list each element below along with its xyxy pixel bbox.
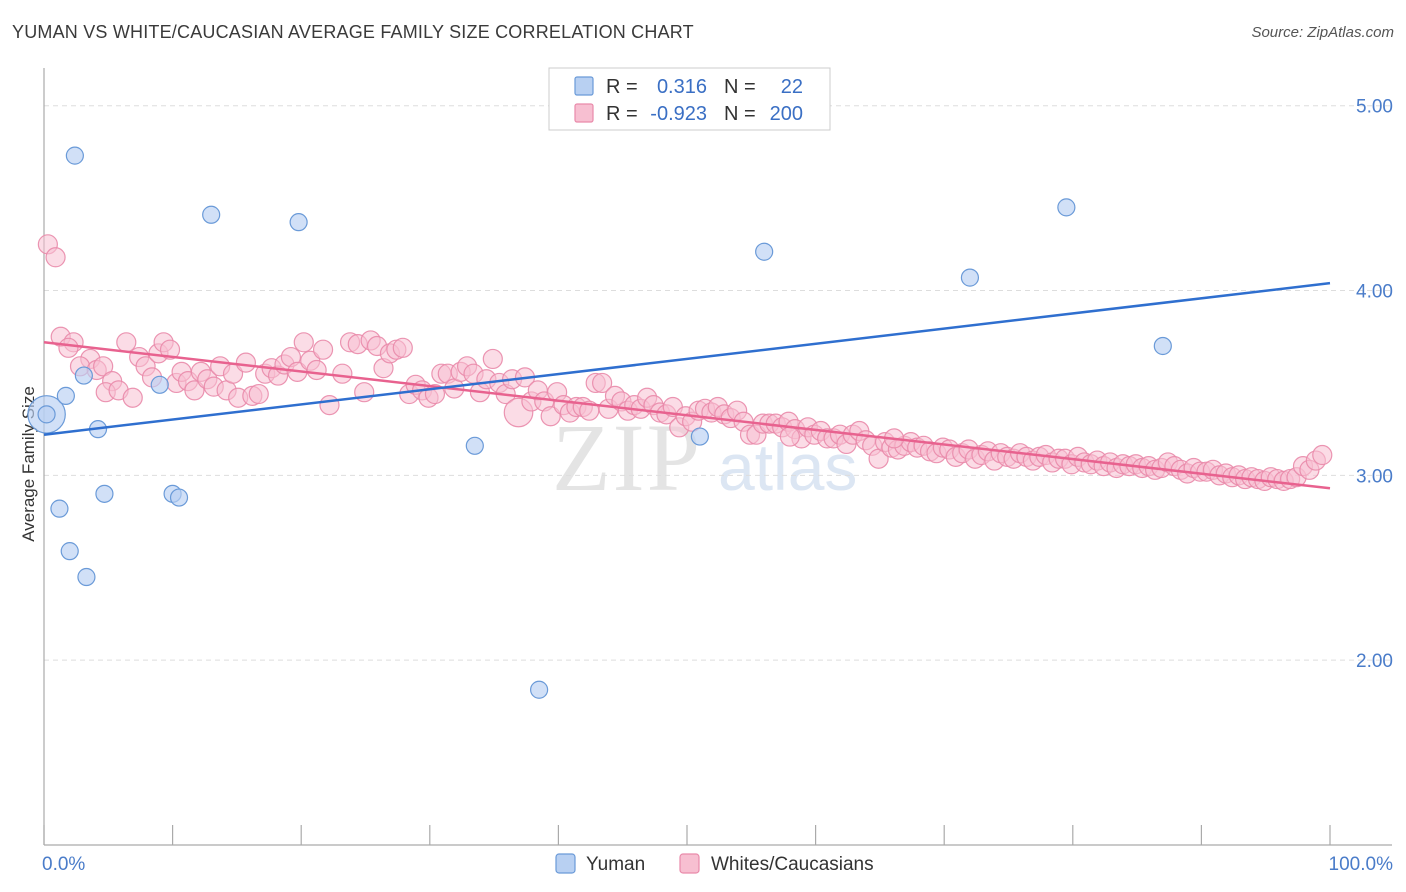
yuman-trend-line: [43, 281, 1331, 436]
yuman-point: [37, 405, 56, 424]
whites-point: [184, 380, 205, 401]
whites-point: [58, 337, 79, 358]
series-legend: Yuman Whites/Caucasians: [555, 853, 874, 875]
chart-title: YUMAN VS WHITE/CAUCASIAN AVERAGE FAMILY …: [12, 22, 694, 42]
y-tick-label: 2.00: [1356, 651, 1393, 672]
yuman-point: [74, 366, 93, 385]
series-legend-yuman-swatch: [555, 853, 576, 874]
whites-point: [293, 332, 314, 353]
yuman-point: [690, 427, 709, 446]
y-tick-label: 4.00: [1356, 282, 1393, 303]
yuman-point: [169, 488, 189, 507]
whites-point: [235, 352, 257, 373]
legend-whites-r-label: R =: [606, 103, 638, 125]
whites-point: [116, 332, 137, 353]
y-tick-labels: 2.00 3.00 4.00 5.00: [1356, 97, 1393, 672]
series-legend-whites-label: Whites/Caucasians: [711, 854, 874, 875]
x-tick-label-max: 100.0%: [1329, 854, 1394, 875]
legend-yuman-n-label: N =: [724, 76, 756, 98]
yuman-point: [65, 146, 84, 165]
whites-point: [392, 337, 413, 358]
whites-point: [482, 348, 503, 370]
x-tick-label-min: 0.0%: [42, 854, 85, 875]
whites-trend-line: [43, 341, 1331, 490]
yuman-point: [150, 375, 169, 394]
yuman-point: [60, 542, 79, 561]
legend-whites-n-value: 200: [770, 103, 803, 125]
legend-box: [548, 67, 831, 131]
x-tick-labels: 0.0% 100.0%: [42, 854, 1393, 875]
whites-point: [779, 426, 800, 447]
legend-whites-n-label: N =: [724, 103, 756, 125]
correlation-legend: R = 0.316 N = 22 R = -0.923 N = 200: [548, 67, 831, 131]
series-legend-whites-swatch: [679, 853, 700, 874]
yuman-point: [50, 499, 69, 518]
whites-point: [540, 406, 561, 427]
y-tick-label: 3.00: [1356, 466, 1393, 487]
series-whites-points: [37, 234, 1333, 492]
series-yuman-points: [27, 146, 1172, 699]
legend-yuman-n-value: 22: [781, 76, 803, 98]
whites-point: [592, 372, 613, 394]
whites-point: [93, 356, 114, 377]
yuman-point: [77, 567, 96, 587]
legend-whites-swatch: [574, 103, 594, 123]
legend-whites-r-value: -0.923: [650, 103, 707, 125]
whites-point: [332, 363, 353, 384]
whites-point: [1312, 444, 1333, 466]
whites-point: [319, 395, 340, 416]
yuman-point: [95, 484, 114, 503]
axes: [43, 68, 1392, 846]
series-legend-yuman-label: Yuman: [586, 854, 645, 875]
whites-point: [248, 383, 269, 405]
legend-yuman-swatch: [574, 76, 594, 96]
trend-lines: [43, 281, 1331, 490]
whites-point: [45, 247, 66, 268]
legend-yuman-r-label: R =: [606, 76, 638, 98]
gridlines: [44, 105, 1392, 661]
whites-point: [306, 359, 327, 381]
yuman-point: [56, 386, 75, 405]
y-tick-label: 5.00: [1356, 97, 1393, 118]
legend-yuman-r-value: 0.316: [657, 76, 707, 98]
source-credit: Source: ZipAtlas.com: [1251, 24, 1394, 41]
yuman-point: [1153, 336, 1172, 356]
whites-point: [122, 387, 143, 408]
yuman-point: [202, 205, 221, 224]
yuman-point: [960, 268, 980, 287]
yuman-point: [289, 213, 308, 232]
whites-point: [159, 339, 181, 360]
yuman-point: [1057, 198, 1076, 217]
yuman-point: [530, 680, 549, 699]
whites-point: [312, 339, 334, 360]
yuman-point: [755, 242, 774, 261]
yuman-point: [465, 436, 484, 455]
